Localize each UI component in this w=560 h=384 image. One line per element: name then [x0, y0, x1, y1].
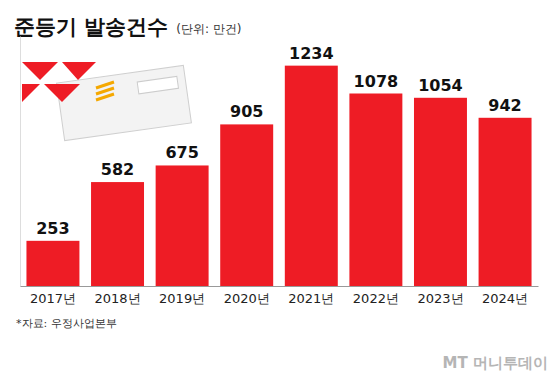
subtitle: (단위: 만건)	[176, 22, 241, 36]
decoration	[22, 62, 191, 141]
y-axis	[20, 37, 21, 287]
x-tick-label: 2017년	[30, 291, 76, 306]
data-label: 582	[101, 160, 134, 179]
x-tick: 2021년	[288, 286, 334, 306]
x-tick: 2022년	[353, 286, 399, 306]
data-label: 905	[230, 102, 263, 121]
x-tick: 2020년	[224, 286, 270, 306]
data-label: 942	[488, 96, 521, 115]
bar	[156, 165, 209, 286]
x-tick-label: 2019년	[159, 291, 205, 306]
post-logo	[22, 62, 96, 102]
x-tick: 2024년	[482, 286, 528, 306]
x-tick: 2019년	[159, 286, 205, 306]
source: *자료: 우정사업본부	[16, 317, 117, 330]
x-tick-label: 2021년	[288, 291, 334, 306]
x-tick-label: 2018년	[94, 291, 140, 306]
post-logo-wings	[96, 82, 114, 100]
x-tick: 2018년	[94, 286, 140, 306]
data-label: 1054	[418, 76, 463, 95]
x-tick-label: 2024년	[482, 291, 528, 306]
bar	[91, 182, 144, 286]
title: 준등기 발송건수	[14, 15, 168, 39]
y-axis-line	[20, 37, 21, 287]
data-label: 675	[165, 143, 198, 162]
bar	[479, 118, 532, 286]
x-tick-label: 2020년	[224, 291, 270, 306]
x-tick: 2023년	[417, 286, 463, 306]
data-labels: 253 582 675 905 1234 1078 1054 942	[36, 44, 522, 238]
x-axis-line	[21, 286, 539, 287]
credit: MT 머니투데이	[443, 354, 548, 372]
bars	[26, 66, 531, 286]
x-tick-label: 2023년	[417, 291, 463, 306]
chart: 준등기 발송건수 (단위: 만건) 253 582 675 905 1234 1078 1054…	[0, 0, 560, 384]
bar	[414, 98, 467, 286]
bar	[26, 241, 79, 286]
data-label: 1078	[354, 72, 399, 91]
bar	[220, 124, 273, 286]
x-tick: 2017년	[30, 286, 76, 306]
envelope-window	[137, 76, 178, 93]
data-label: 1234	[289, 44, 334, 63]
bar	[285, 66, 338, 286]
x-axis: 2017년 2018년 2019년 2020년 2021년 2022년 2023년 2024년	[21, 286, 539, 306]
data-label: 253	[36, 219, 69, 238]
x-tick-label: 2022년	[353, 291, 399, 306]
bar	[349, 94, 402, 287]
